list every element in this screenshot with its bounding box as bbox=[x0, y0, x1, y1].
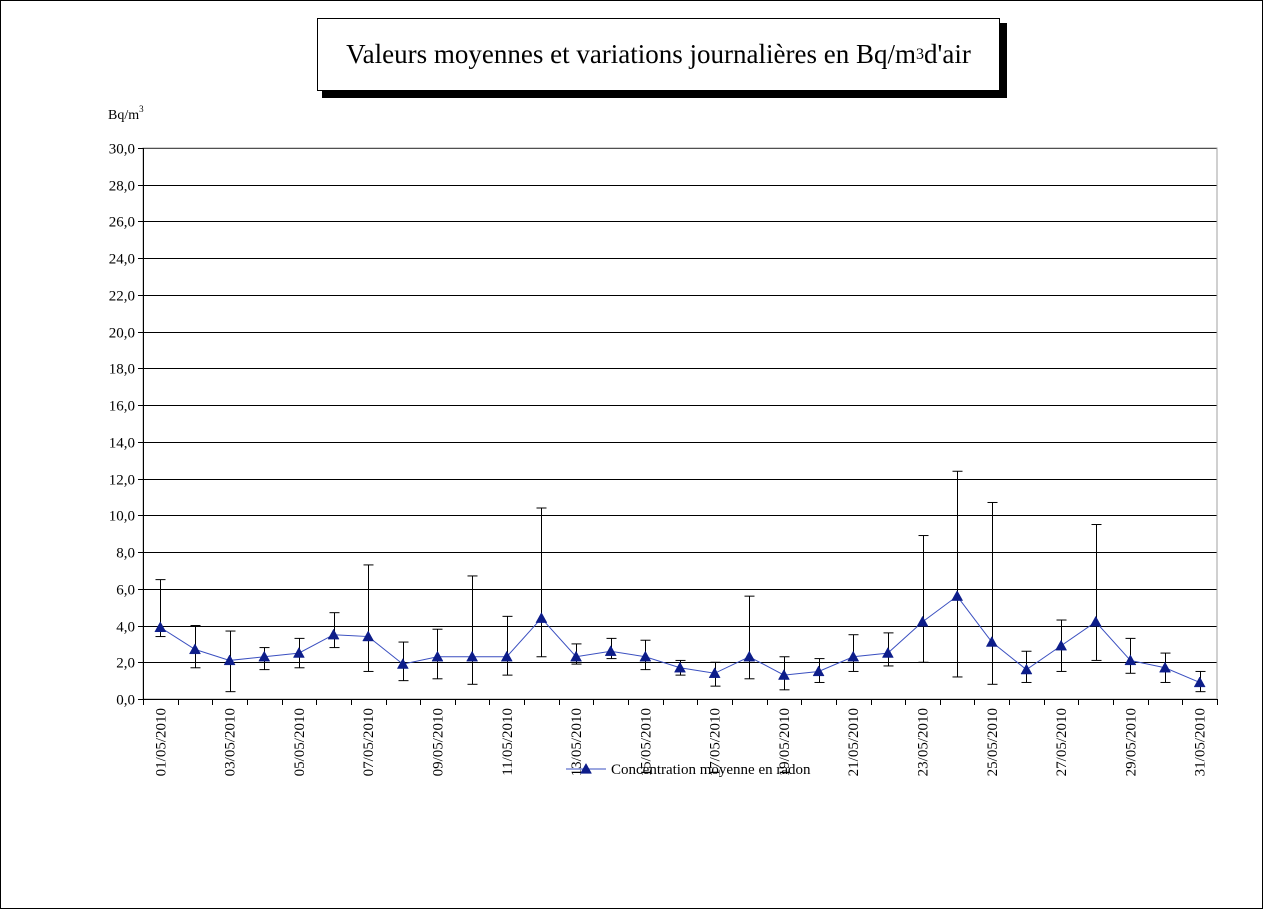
series-markers bbox=[154, 590, 1206, 688]
data-point bbox=[258, 650, 271, 662]
y-tick-label: 20,0 bbox=[109, 326, 135, 342]
y-tick-label: 8,0 bbox=[116, 546, 135, 562]
data-point bbox=[466, 650, 479, 662]
x-tick-labels: 01/05/2010 03/05/2010 05/05/2010 07/05/2010… bbox=[153, 708, 1208, 776]
data-point bbox=[1193, 676, 1206, 688]
x-tick-label: 23/05/2010 bbox=[916, 708, 932, 776]
data-point bbox=[916, 615, 929, 627]
data-point bbox=[292, 647, 305, 658]
axes bbox=[138, 147, 1218, 705]
y-tick-label: 28,0 bbox=[109, 179, 135, 195]
legend-label: Concentration moyenne en radon bbox=[611, 762, 811, 778]
x-tick-label: 27/05/2010 bbox=[1054, 708, 1070, 776]
x-tick-label: 21/05/2010 bbox=[846, 708, 862, 776]
error-bars bbox=[155, 470, 1206, 693]
data-point bbox=[951, 590, 964, 601]
data-point bbox=[1124, 654, 1137, 666]
data-point bbox=[743, 650, 756, 662]
chart-title-suffix: d'air bbox=[924, 39, 971, 69]
data-point bbox=[778, 669, 790, 680]
x-tick-label: 17/05/2010 bbox=[708, 708, 724, 776]
data-point bbox=[1159, 661, 1171, 673]
x-tick-label: 29/05/2010 bbox=[1123, 708, 1139, 776]
x-tick-label: 03/05/2010 bbox=[223, 708, 239, 776]
data-point bbox=[881, 647, 894, 658]
y-tick-label: 12,0 bbox=[109, 473, 135, 489]
y-tick-label: 6,0 bbox=[116, 583, 135, 599]
legend: Concentration moyenne en radon bbox=[566, 762, 811, 778]
chart-title: Valeurs moyennes et variations journaliè… bbox=[317, 18, 1000, 91]
y-axis-label-text: Bq/m bbox=[108, 108, 140, 123]
x-tick-label: 31/05/2010 bbox=[1193, 708, 1209, 776]
data-point bbox=[362, 630, 375, 642]
data-point bbox=[431, 650, 444, 662]
y-tick-label: 24,0 bbox=[109, 252, 135, 268]
data-point bbox=[327, 628, 340, 640]
data-point bbox=[1089, 615, 1102, 627]
data-point bbox=[1055, 639, 1068, 651]
y-tick-label: 26,0 bbox=[109, 215, 135, 231]
x-tick-label: 09/05/2010 bbox=[430, 708, 446, 776]
y-tick-label: 4,0 bbox=[116, 620, 135, 636]
x-tick-label: 01/05/2010 bbox=[153, 708, 169, 776]
x-tick-label: 07/05/2010 bbox=[361, 708, 377, 776]
data-point bbox=[639, 650, 652, 662]
y-tick-label: 22,0 bbox=[109, 289, 135, 305]
data-point bbox=[223, 654, 236, 666]
y-tick-label: 10,0 bbox=[109, 509, 135, 525]
data-point bbox=[570, 650, 582, 662]
y-axis-label-superscript: 3 bbox=[139, 104, 144, 114]
data-point bbox=[812, 665, 825, 677]
x-tick-label: 11/05/2010 bbox=[500, 708, 516, 776]
data-point bbox=[985, 636, 998, 647]
data-point bbox=[1020, 663, 1033, 675]
y-axis-label: Bq/m3 bbox=[108, 105, 144, 124]
data-point bbox=[674, 661, 686, 673]
data-point bbox=[708, 667, 721, 678]
data-point bbox=[535, 612, 548, 623]
data-point bbox=[847, 650, 860, 662]
chart-title-text: Valeurs moyennes et variations journaliè… bbox=[346, 39, 916, 69]
gridlines bbox=[143, 148, 1217, 663]
data-point bbox=[500, 650, 513, 662]
plot-area bbox=[142, 147, 1218, 700]
data-point bbox=[189, 643, 201, 655]
y-tick-label: 2,0 bbox=[116, 656, 135, 672]
y-tick-label: 16,0 bbox=[109, 399, 135, 415]
y-tick-label: 0,0 bbox=[116, 693, 135, 709]
data-point bbox=[396, 658, 409, 669]
legend-marker bbox=[580, 762, 592, 774]
y-tick-label: 14,0 bbox=[109, 436, 135, 452]
data-point bbox=[154, 621, 167, 633]
x-tick-label: 15/05/2010 bbox=[638, 708, 654, 776]
y-tick-labels: 0,0 2,0 4,0 6,0 8,0 10,0 12,0 14,0 16,0 18,0 20,0 2… bbox=[109, 142, 135, 709]
x-tick-label: 25/05/2010 bbox=[985, 708, 1001, 776]
x-tick-label: 05/05/2010 bbox=[292, 708, 308, 776]
y-tick-label: 30,0 bbox=[109, 142, 135, 158]
x-tick-label: 19/05/2010 bbox=[777, 708, 793, 776]
x-tick-label: 13/05/2010 bbox=[569, 708, 585, 776]
y-tick-label: 18,0 bbox=[109, 362, 135, 378]
data-point bbox=[604, 645, 617, 656]
